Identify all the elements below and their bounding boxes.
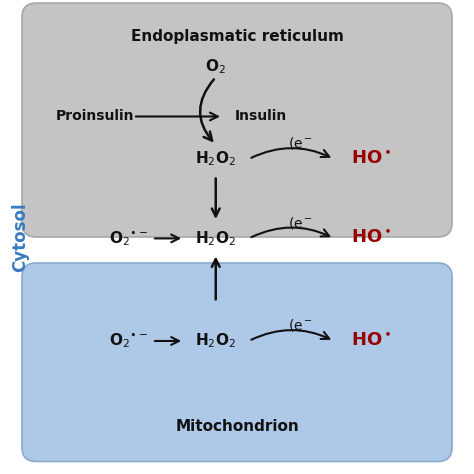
Text: Proinsulin: Proinsulin	[56, 109, 135, 124]
Text: H$_2$O$_2$: H$_2$O$_2$	[195, 332, 236, 350]
FancyBboxPatch shape	[22, 263, 452, 462]
Text: H$_2$O$_2$: H$_2$O$_2$	[195, 150, 236, 168]
Text: H$_2$O$_2$: H$_2$O$_2$	[195, 229, 236, 248]
Text: O$_2$$^{\bullet-}$: O$_2$$^{\bullet-}$	[109, 332, 148, 350]
Text: O$_2$: O$_2$	[205, 57, 226, 76]
Text: Cytosol: Cytosol	[11, 202, 29, 272]
Text: Insulin: Insulin	[235, 109, 287, 124]
FancyBboxPatch shape	[22, 3, 452, 237]
Text: Endoplasmatic reticulum: Endoplasmatic reticulum	[130, 28, 344, 44]
Text: O$_2$$^{\bullet-}$: O$_2$$^{\bullet-}$	[109, 229, 148, 248]
Text: $\mathsf{(e}^-$: $\mathsf{(e}^-$	[288, 215, 313, 231]
Text: Mitochondrion: Mitochondrion	[175, 419, 299, 435]
Text: HO$^\bullet$: HO$^\bullet$	[351, 332, 392, 350]
Text: $\mathsf{(e}^-$: $\mathsf{(e}^-$	[288, 318, 313, 333]
Text: $\mathsf{(e}^-$: $\mathsf{(e}^-$	[288, 136, 313, 151]
Text: HO$^\bullet$: HO$^\bullet$	[351, 150, 392, 168]
Text: HO$^\bullet$: HO$^\bullet$	[351, 229, 392, 247]
